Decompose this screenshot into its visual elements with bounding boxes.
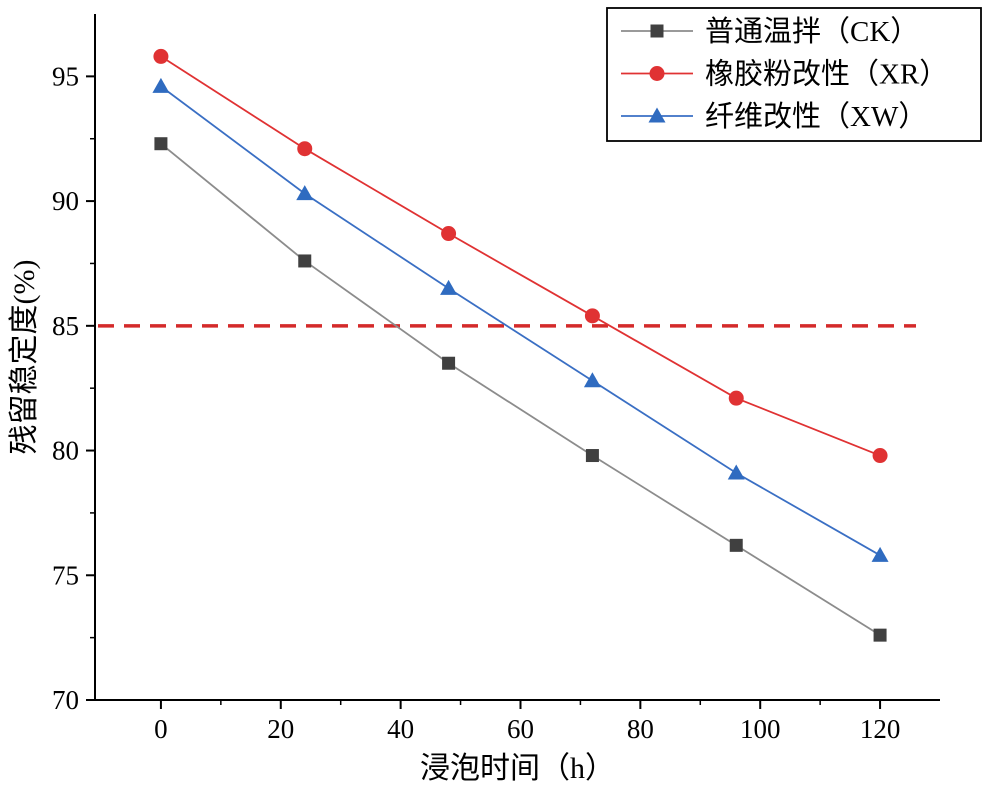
- legend-marker-triangle: [648, 107, 666, 123]
- series-2-point: [296, 185, 314, 201]
- x-axis-title: 浸泡时间（h）: [420, 752, 615, 785]
- y-tick-label: 95: [52, 61, 79, 91]
- series-0-point: [298, 254, 312, 268]
- series-1-point: [728, 390, 744, 406]
- series-1-point: [153, 48, 169, 64]
- legend-label: 纤维改性（XW）: [705, 100, 927, 133]
- legend-label: 橡胶粉改性（XR）: [705, 58, 948, 91]
- series-2-point: [152, 77, 170, 93]
- y-tick-label: 75: [52, 560, 79, 590]
- y-axis-title: 残留稳定度(%): [8, 260, 41, 455]
- x-tick-label: 40: [387, 714, 414, 744]
- series-0-point: [729, 538, 743, 552]
- series-0-point: [442, 356, 456, 370]
- x-tick-label: 60: [507, 714, 534, 744]
- series-line-1: [160, 55, 881, 457]
- series-0-point: [585, 449, 599, 463]
- series-line-2: [160, 85, 881, 557]
- legend-label: 普通温拌（CK）: [705, 15, 919, 48]
- series-2-point: [727, 464, 745, 480]
- y-tick-label: 85: [52, 311, 79, 341]
- series-1-point: [584, 308, 600, 324]
- x-tick-label: 0: [154, 714, 168, 744]
- x-tick-label: 20: [267, 714, 294, 744]
- series-0-point: [873, 628, 887, 642]
- y-tick-label: 90: [52, 186, 79, 216]
- legend-marker-square: [650, 24, 664, 38]
- series-2-point: [583, 372, 601, 388]
- series-2-point: [871, 546, 889, 562]
- legend-marker-circle: [649, 66, 665, 81]
- series-2-point: [440, 279, 458, 295]
- x-tick-label: 120: [860, 714, 901, 744]
- series-0-point: [154, 137, 168, 151]
- y-tick-label: 70: [52, 685, 79, 715]
- x-tick-label: 80: [627, 714, 654, 744]
- series-line-0: [160, 143, 881, 636]
- series-1-point: [872, 448, 888, 464]
- y-tick-label: 80: [52, 436, 79, 466]
- series-1-point: [441, 226, 457, 242]
- series-1-point: [297, 141, 313, 157]
- x-tick-label: 100: [740, 714, 781, 744]
